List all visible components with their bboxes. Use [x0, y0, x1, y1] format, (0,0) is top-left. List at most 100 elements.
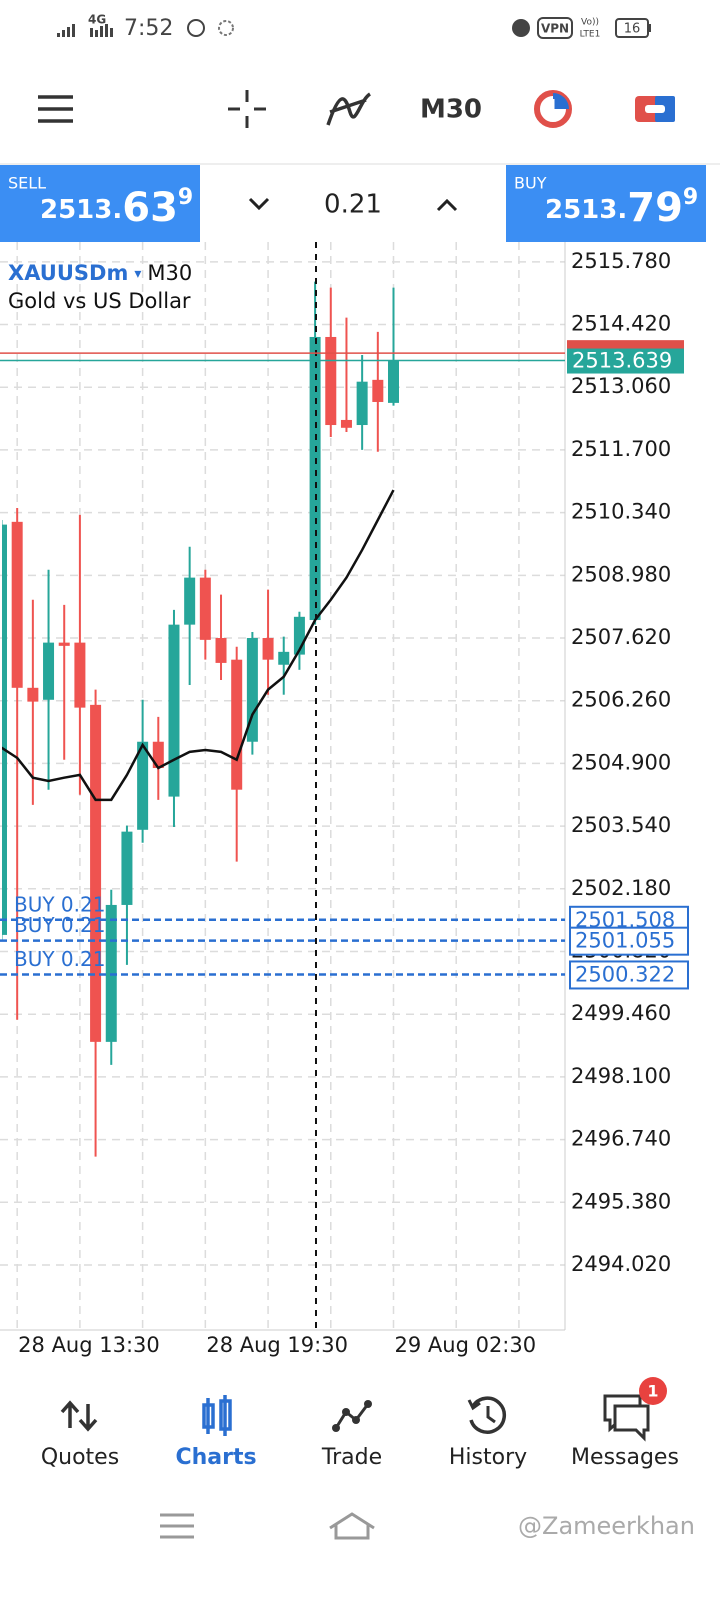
moving-average: [2, 489, 395, 802]
symbol-dropdown[interactable]: ▾: [134, 266, 141, 282]
trade-panel: SELL 2513.639 0.21 BUY 2513.799: [0, 163, 720, 242]
recent-apps[interactable]: [160, 1513, 194, 1539]
buy-button[interactable]: [506, 165, 706, 242]
price-sup: 9: [683, 185, 698, 210]
toolbar: M30: [38, 90, 675, 128]
y-tick-label: 2507.620: [571, 625, 671, 649]
candle-body: [246, 638, 258, 742]
signal-icon: [57, 24, 75, 37]
nav-trade[interactable]: Trade: [321, 1400, 382, 1470]
candle-body: [278, 651, 290, 665]
nav-charts[interactable]: Charts: [175, 1395, 257, 1470]
nav-history[interactable]: History: [449, 1396, 527, 1470]
y-tick-label: 2513.060: [571, 374, 671, 398]
nav-label: Charts: [175, 1445, 256, 1470]
x-tick-label: 29 Aug 02:30: [395, 1333, 537, 1357]
indicators-button[interactable]: [326, 92, 372, 126]
candle-body: [293, 616, 305, 655]
home-button[interactable]: [329, 1512, 375, 1540]
nav-label: History: [449, 1445, 527, 1470]
volte-label: Vo)): [581, 18, 599, 28]
crosshair-button[interactable]: [228, 90, 266, 128]
candle-body: [43, 642, 55, 700]
lot-increase[interactable]: [436, 198, 458, 212]
chart-subtitle: Gold vs US Dollar: [8, 289, 191, 313]
order-price-label: 2501.055: [575, 929, 675, 953]
y-tick-label: 2515.780: [571, 249, 671, 273]
price-big: 79: [627, 185, 683, 231]
candle-body: [388, 360, 399, 403]
order-price-box: [569, 960, 689, 990]
buy-label: BUY: [514, 174, 547, 193]
vpn-label: VPN: [541, 22, 569, 36]
bottom-nav: Quotes Charts Trade History 1 Messages: [41, 1377, 679, 1470]
watermark: @Zameerkhan: [518, 1512, 695, 1540]
timeframe: M30: [147, 261, 192, 285]
sell-price: 2513.639: [40, 185, 193, 231]
bid-tag-label: 2513.639: [572, 349, 672, 373]
y-tick-label: 2510.340: [571, 500, 671, 524]
sell-button[interactable]: [0, 165, 200, 242]
objects-button[interactable]: [534, 90, 572, 128]
order-price-box: [569, 926, 689, 956]
candle-body: [137, 741, 149, 830]
y-tick-label: 2503.540: [571, 813, 671, 837]
badge-count: 1: [647, 1382, 658, 1401]
bid-tag: [567, 348, 684, 374]
lot-decrease[interactable]: [248, 197, 270, 211]
lte-label: LTE1: [580, 30, 601, 40]
candle-body: [356, 381, 368, 426]
y-tick-label: 2496.740: [571, 1127, 671, 1151]
data-icon: [90, 24, 113, 37]
y-tick-label: 2514.420: [571, 312, 671, 336]
price-int: 2513.: [545, 195, 627, 225]
vpn-box: [537, 17, 573, 39]
candle-body: [372, 379, 384, 402]
y-tick-label: 2494.020: [571, 1252, 671, 1276]
price-sup: 9: [178, 185, 193, 210]
badge: [639, 1377, 667, 1405]
price-big: 63: [122, 185, 178, 231]
candle-body: [74, 642, 86, 708]
order-label: BUY 0.21: [14, 913, 105, 937]
nav-label: Trade: [321, 1445, 382, 1470]
price-axis: 2515.780 2514.420 2513.060 2511.700 2510.340…: [571, 249, 671, 1276]
plot-area: [2, 281, 399, 1157]
x-tick-label: 28 Aug 19:30: [206, 1333, 348, 1357]
y-tick-label: 2511.700: [571, 437, 671, 461]
buy-price: 2513.799: [545, 185, 698, 231]
network-type: 4G: [88, 13, 106, 27]
clock: 7:52: [124, 16, 173, 41]
candle-body: [199, 577, 211, 640]
candle-body: [11, 521, 23, 688]
chart: 2515.780 2514.420 2513.060 2511.700 2510.340…: [0, 242, 689, 1331]
chart-symbol: XAUUSDm ▾ M30: [8, 261, 192, 285]
candle-body: [90, 704, 102, 1042]
y-tick-label: 2504.900: [571, 750, 671, 774]
status-bar: 4G 7:52 VPN Vo)) LTE1 16: [57, 13, 651, 41]
nav-label: Quotes: [41, 1445, 119, 1470]
x-tick-label: 28 Aug 13:30: [18, 1333, 160, 1357]
timeframe-button[interactable]: M30: [420, 95, 482, 125]
sell-label: SELL: [8, 174, 46, 193]
grid: [0, 242, 565, 1330]
y-tick-label: 2498.100: [571, 1064, 671, 1088]
menu-button[interactable]: [38, 95, 73, 123]
system-nav: @Zameerkhan: [160, 1512, 695, 1540]
candle-body: [231, 659, 243, 790]
y-tick-label: 2495.380: [571, 1189, 671, 1213]
nav-messages[interactable]: 1 Messages: [571, 1377, 679, 1470]
battery-level: 16: [624, 22, 641, 37]
order-label: BUY 0.21: [14, 892, 105, 916]
candle-body: [340, 419, 352, 428]
candle-body: [121, 831, 133, 905]
candle-body: [2, 524, 7, 935]
trade-button[interactable]: [635, 96, 675, 122]
alarm-icon: [512, 19, 530, 37]
candle-body: [152, 741, 164, 769]
nav-quotes[interactable]: Quotes: [41, 1400, 119, 1470]
lot-size[interactable]: 0.21: [324, 190, 382, 220]
y-tick-label: 2499.460: [571, 1001, 671, 1025]
